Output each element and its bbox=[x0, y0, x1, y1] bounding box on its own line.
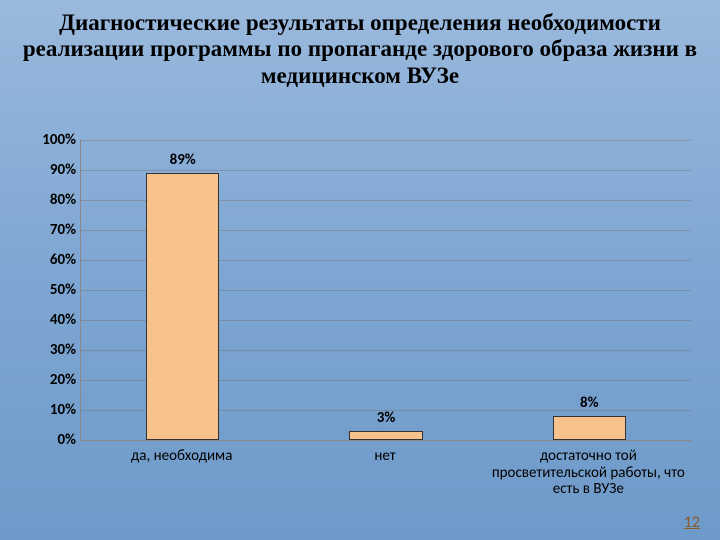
bar bbox=[349, 431, 422, 440]
plot-area: 89% 3%8% bbox=[80, 140, 691, 441]
bar-value-label: 89% bbox=[81, 151, 284, 169]
y-tick-label: 40% bbox=[30, 311, 76, 329]
y-tick-label: 60% bbox=[30, 251, 76, 269]
y-tick-label: 70% bbox=[30, 221, 76, 239]
y-tick-label: 100% bbox=[30, 131, 76, 149]
y-tick-label: 50% bbox=[30, 281, 76, 299]
x-category-label: достаточно той просветительской работы, … bbox=[487, 448, 690, 498]
bar bbox=[146, 173, 219, 440]
y-tick-label: 0% bbox=[30, 431, 76, 449]
bar-chart: 0%10%20%30%40%50%60%70%80%90%100% 89%3%8… bbox=[30, 140, 690, 500]
bar-value-label: 3% bbox=[284, 409, 487, 427]
y-tick-label: 30% bbox=[30, 341, 76, 359]
x-category-label: нет bbox=[283, 448, 486, 465]
slide-number: 12 bbox=[684, 513, 700, 532]
gridline bbox=[81, 140, 691, 141]
slide-title: Диагностические результаты определения н… bbox=[0, 0, 720, 89]
gridline bbox=[81, 170, 691, 171]
bar bbox=[553, 416, 626, 440]
x-category-label: да, необходима bbox=[80, 448, 283, 465]
y-tick-label: 20% bbox=[30, 371, 76, 389]
bar-value-label: 8% bbox=[488, 394, 691, 412]
y-tick-label: 10% bbox=[30, 401, 76, 419]
y-tick-label: 80% bbox=[30, 191, 76, 209]
y-tick-label: 90% bbox=[30, 161, 76, 179]
